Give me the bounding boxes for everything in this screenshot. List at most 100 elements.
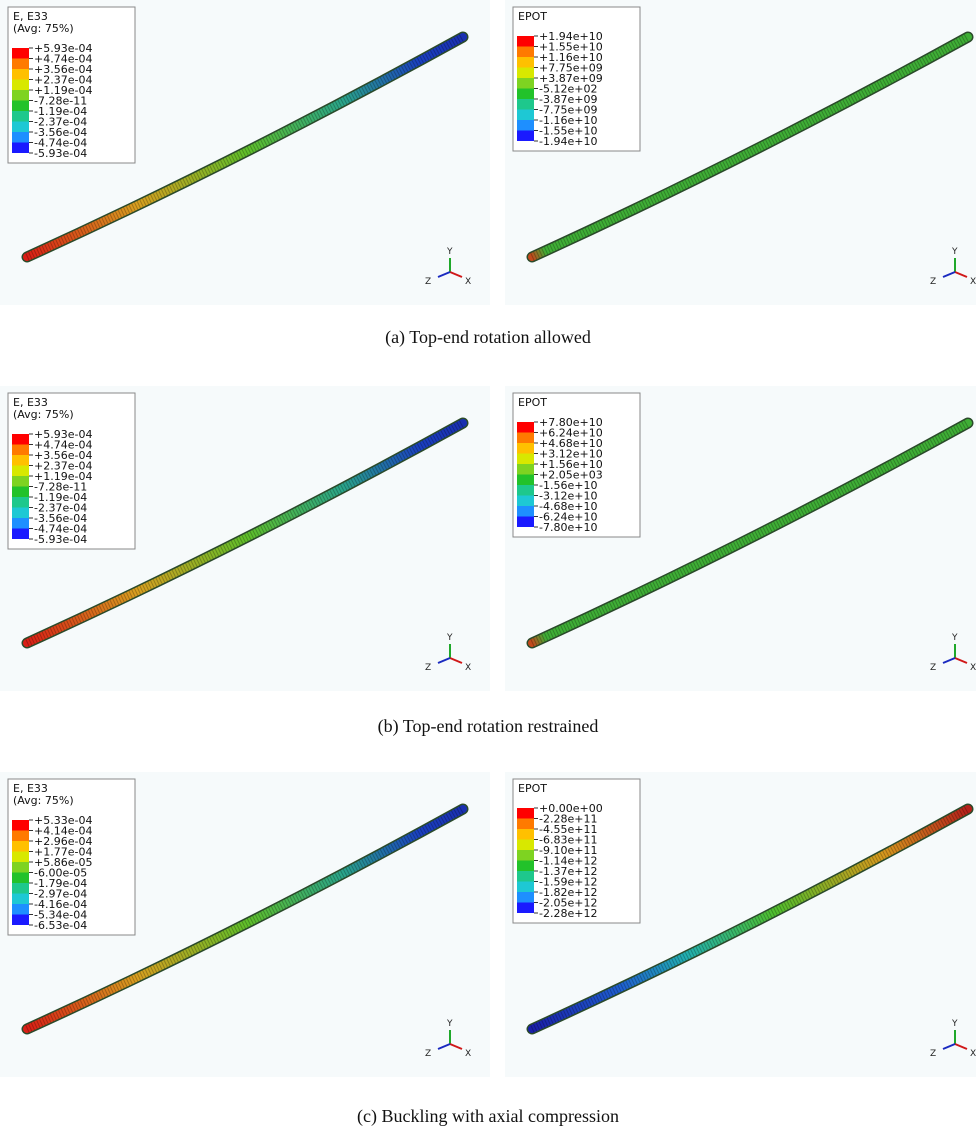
legend-swatch — [517, 861, 534, 872]
panel: E, E33(Avg: 75%)+5.93e-04+4.74e-04+3.56e… — [0, 386, 490, 691]
legend-swatch — [517, 57, 534, 68]
triad-label: Z — [930, 663, 936, 673]
legend-title: (Avg: 75%) — [13, 794, 74, 807]
panel: EPOT+7.80e+10+6.24e+10+4.68e+10+3.12e+10… — [505, 386, 976, 691]
legend-swatch — [12, 894, 29, 905]
legend-title: (Avg: 75%) — [13, 22, 74, 35]
caption: (a) Top-end rotation allowed — [385, 327, 591, 348]
legend-swatch — [517, 464, 534, 475]
legend-swatch — [12, 90, 29, 101]
caption: (c) Buckling with axial compression — [357, 1106, 619, 1127]
triad-label: X — [465, 277, 471, 287]
legend-swatch — [517, 475, 534, 486]
triad-label: X — [970, 663, 976, 673]
legend-swatch — [517, 496, 534, 507]
triad-label: Y — [951, 1019, 958, 1029]
legend-swatch — [517, 131, 534, 142]
legend-swatch — [12, 873, 29, 884]
legend-swatch — [12, 80, 29, 91]
legend-swatch — [12, 852, 29, 863]
triad-label: Y — [446, 247, 453, 257]
legend-swatch — [12, 445, 29, 456]
legend-label: -2.28e+12 — [539, 907, 597, 920]
legend-title: EPOT — [518, 782, 547, 795]
triad-label: Y — [951, 247, 958, 257]
legend-swatch — [12, 883, 29, 894]
legend-swatch — [12, 904, 29, 915]
legend-title: (Avg: 75%) — [13, 408, 74, 421]
legend-swatch — [517, 485, 534, 496]
legend-swatch — [517, 882, 534, 893]
legend-swatch — [12, 862, 29, 873]
triad-label: X — [970, 1049, 976, 1059]
legend-swatch — [12, 831, 29, 842]
legend-swatch — [12, 820, 29, 831]
legend-swatch — [12, 48, 29, 59]
triad-label: Y — [951, 633, 958, 643]
legend-swatch — [12, 59, 29, 70]
legend-swatch — [517, 89, 534, 100]
legend-swatch — [517, 819, 534, 830]
legend-swatch — [517, 892, 534, 903]
legend-swatch — [12, 487, 29, 498]
legend-label: -5.93e-04 — [34, 533, 87, 546]
legend-swatch — [12, 529, 29, 540]
legend-swatch — [517, 871, 534, 882]
legend-label: -7.80e+10 — [539, 521, 597, 534]
legend-swatch — [517, 903, 534, 914]
figure: E, E33(Avg: 75%)+5.93e-04+4.74e-04+3.56e… — [0, 0, 976, 1137]
triad-label: Y — [446, 633, 453, 643]
legend-swatch — [517, 506, 534, 517]
legend-label: -5.93e-04 — [34, 147, 87, 160]
triad-label: Z — [930, 1049, 936, 1059]
panel: E, E33(Avg: 75%)+5.93e-04+4.74e-04+3.56e… — [0, 0, 490, 305]
legend-swatch — [12, 497, 29, 508]
triad-label: Y — [446, 1019, 453, 1029]
legend-swatch — [12, 915, 29, 926]
triad-label: X — [465, 1049, 471, 1059]
legend-swatch — [517, 517, 534, 528]
legend-swatch — [12, 476, 29, 487]
triad-label: Z — [425, 277, 431, 287]
legend-swatch — [517, 433, 534, 444]
legend-swatch — [517, 47, 534, 58]
legend-label: -6.53e-04 — [34, 919, 87, 932]
legend-swatch — [517, 829, 534, 840]
legend-title: EPOT — [518, 10, 547, 23]
legend-swatch — [517, 68, 534, 79]
legend-swatch — [12, 518, 29, 529]
legend-swatch — [517, 78, 534, 89]
legend-swatch — [517, 110, 534, 121]
legend-swatch — [517, 850, 534, 861]
panel: E, E33(Avg: 75%)+5.33e-04+4.14e-04+2.96e… — [0, 772, 490, 1077]
legend-swatch — [517, 443, 534, 454]
triad-label: Z — [425, 663, 431, 673]
triad-label: X — [970, 277, 976, 287]
legend-swatch — [12, 101, 29, 112]
legend-swatch — [12, 455, 29, 466]
legend-swatch — [12, 434, 29, 445]
panel: EPOT+1.94e+10+1.55e+10+1.16e+10+7.75e+09… — [505, 0, 976, 305]
triad-label: Z — [930, 277, 936, 287]
legend-swatch — [12, 69, 29, 80]
legend-swatch — [517, 36, 534, 47]
legend-swatch — [12, 508, 29, 519]
legend-swatch — [12, 132, 29, 143]
legend-swatch — [12, 143, 29, 154]
legend-swatch — [12, 122, 29, 133]
legend-label: -1.94e+10 — [539, 135, 597, 148]
legend-swatch — [12, 111, 29, 122]
legend-swatch — [517, 120, 534, 131]
legend-title: EPOT — [518, 396, 547, 409]
legend-swatch — [517, 454, 534, 465]
legend-swatch — [517, 99, 534, 110]
legend-swatch — [12, 841, 29, 852]
panel: EPOT+0.00e+00-2.28e+11-4.55e+11-6.83e+11… — [505, 772, 976, 1077]
triad-label: X — [465, 663, 471, 673]
legend-swatch — [517, 840, 534, 851]
legend-swatch — [517, 808, 534, 819]
legend-swatch — [12, 466, 29, 477]
legend-swatch — [517, 422, 534, 433]
triad-label: Z — [425, 1049, 431, 1059]
caption: (b) Top-end rotation restrained — [378, 716, 599, 737]
